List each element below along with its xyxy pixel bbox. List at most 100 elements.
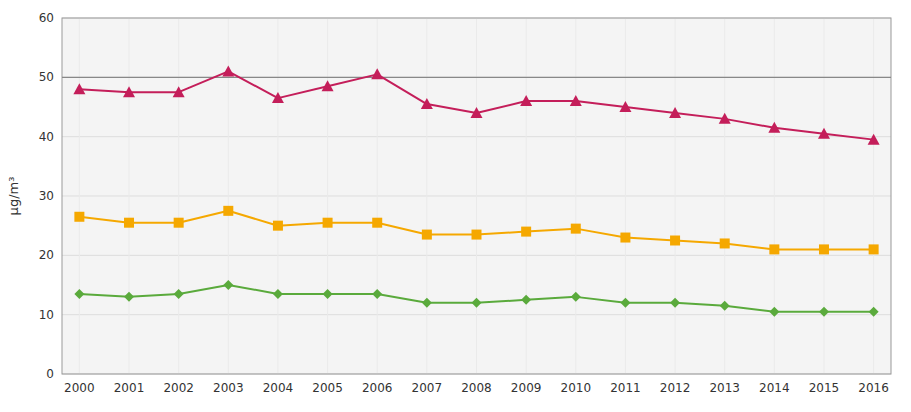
marker <box>273 289 283 299</box>
marker <box>768 122 780 133</box>
marker <box>818 128 830 139</box>
marker <box>720 238 730 248</box>
marker <box>571 292 581 302</box>
grid-line <box>675 18 676 374</box>
marker <box>472 298 482 308</box>
x-tick-label: 2002 <box>163 381 194 395</box>
grid-line <box>625 18 626 374</box>
y-tick-label: 10 <box>39 308 54 322</box>
x-tick-label: 2000 <box>64 381 95 395</box>
marker <box>620 233 630 243</box>
marker <box>471 107 483 118</box>
marker <box>819 307 829 317</box>
y-tick-label: 50 <box>39 70 54 84</box>
plot-area <box>62 18 891 374</box>
grid-line <box>327 18 328 374</box>
marker <box>272 92 284 103</box>
marker <box>769 244 779 254</box>
marker <box>323 289 333 299</box>
marker <box>520 95 532 106</box>
marker <box>422 298 432 308</box>
grid-line <box>575 18 576 374</box>
marker <box>124 218 134 228</box>
marker <box>371 68 383 79</box>
marker <box>422 230 432 240</box>
reference-line <box>62 77 891 78</box>
marker <box>720 301 730 311</box>
marker <box>273 221 283 231</box>
marker <box>472 230 482 240</box>
plot-frame <box>62 18 891 374</box>
plot-marks <box>62 65 891 316</box>
marker <box>869 244 879 254</box>
x-tick-label: 2007 <box>412 381 443 395</box>
x-tick-label: 2006 <box>362 381 393 395</box>
marker <box>124 292 134 302</box>
chart: 0 10 20 30 40 50 60 2000 2001 2002 2003 2004 2005 200… <box>0 0 911 412</box>
y-tick-label: 20 <box>39 248 54 262</box>
x-tick-label: 2012 <box>660 381 691 395</box>
grid-line <box>476 18 477 374</box>
series-line <box>79 211 873 250</box>
x-tick-label: 2011 <box>610 381 641 395</box>
marker <box>769 307 779 317</box>
marker <box>323 218 333 228</box>
x-tick-label: 2005 <box>312 381 343 395</box>
marker <box>571 224 581 234</box>
x-tick-label: 2015 <box>809 381 840 395</box>
x-tick-label: 2016 <box>858 381 889 395</box>
marker <box>173 86 185 97</box>
grid-line <box>724 18 725 374</box>
marker <box>223 280 233 290</box>
x-tick-label: 2003 <box>213 381 244 395</box>
marker <box>123 86 135 97</box>
x-tick-label: 2009 <box>511 381 542 395</box>
marker <box>421 98 433 109</box>
marker <box>868 134 880 145</box>
grid-line <box>129 18 130 374</box>
marker <box>372 218 382 228</box>
marker <box>669 107 681 118</box>
marker <box>222 65 234 76</box>
marker <box>322 80 334 91</box>
marker <box>74 212 84 222</box>
marker <box>670 236 680 246</box>
marker <box>521 227 531 237</box>
marker <box>570 95 582 106</box>
grid-line <box>426 18 427 374</box>
x-tick-label: 2014 <box>759 381 790 395</box>
marker <box>521 295 531 305</box>
x-tick-label: 2010 <box>561 381 592 395</box>
marker <box>174 289 184 299</box>
grid-line <box>526 18 527 374</box>
marker <box>174 218 184 228</box>
y-tick-label: 30 <box>39 189 54 203</box>
x-tick-label: 2008 <box>461 381 492 395</box>
marker <box>819 244 829 254</box>
marker <box>223 206 233 216</box>
series-line <box>79 285 873 312</box>
y-tick-label: 60 <box>39 11 54 25</box>
grid-line <box>79 18 80 374</box>
grid-line <box>277 18 278 374</box>
series-line <box>79 71 873 139</box>
marker <box>73 83 85 94</box>
marker <box>619 101 631 112</box>
grid-line <box>823 18 824 374</box>
marker <box>869 307 879 317</box>
marker <box>74 289 84 299</box>
grid-line <box>62 77 891 78</box>
marker <box>670 298 680 308</box>
marker <box>372 289 382 299</box>
grid-line <box>178 18 179 374</box>
y-tick-label: 0 <box>46 367 54 381</box>
marker <box>620 298 630 308</box>
grid-line <box>774 18 775 374</box>
x-tick-label: 2001 <box>114 381 145 395</box>
x-tick-label: 2013 <box>709 381 740 395</box>
x-tick-label: 2004 <box>263 381 294 395</box>
y-tick-label: 40 <box>39 130 54 144</box>
marker <box>719 113 731 124</box>
grid-line <box>873 18 874 374</box>
y-axis-label: µg/m³ <box>6 177 21 216</box>
